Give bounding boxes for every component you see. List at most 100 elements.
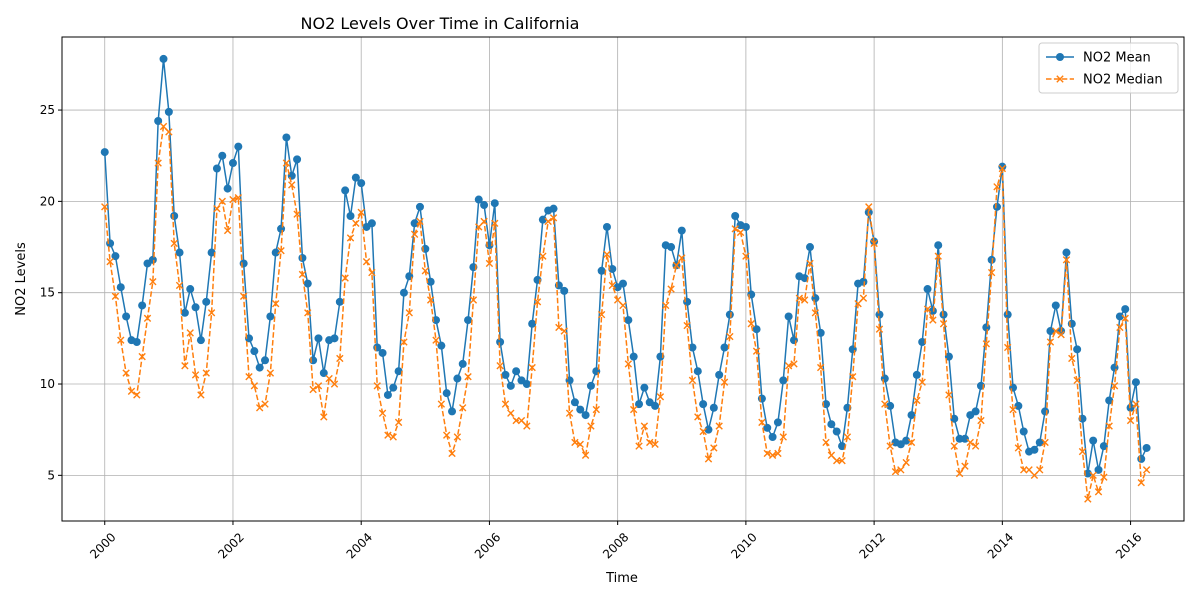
data-point: [806, 243, 814, 252]
data-point: [1067, 319, 1076, 328]
data-point: [212, 164, 221, 173]
data-point: [731, 211, 740, 220]
data-point: [533, 298, 542, 306]
data-point: [913, 396, 921, 405]
data-point: [811, 309, 820, 317]
data-point: [1003, 310, 1012, 319]
data-point: [993, 183, 1001, 191]
x-tick-label: 2012: [857, 530, 888, 561]
data-point: [111, 292, 120, 301]
data-point: [1041, 438, 1049, 447]
data-point: [1137, 454, 1146, 463]
data-point: [720, 378, 729, 386]
data-point: [715, 422, 723, 430]
data-point: [966, 438, 974, 447]
data-point: [175, 281, 184, 290]
data-point: [159, 54, 168, 63]
data-point: [234, 194, 243, 202]
data-point: [961, 462, 969, 470]
data-point: [293, 155, 302, 164]
data-point: [442, 431, 451, 439]
data-point: [731, 225, 739, 233]
data-point: [143, 314, 152, 322]
data-point: [352, 219, 360, 227]
data-point: [757, 394, 766, 403]
data-point: [576, 405, 585, 414]
data-point: [742, 252, 750, 260]
data-point: [1089, 436, 1098, 445]
data-point: [138, 301, 147, 310]
data-point: [496, 362, 504, 370]
data-point: [838, 442, 847, 451]
data-point: [971, 442, 980, 450]
legend-label: NO2 Mean: [1083, 51, 1151, 66]
data-point: [405, 309, 413, 317]
data-point: [779, 433, 787, 441]
data-point: [549, 214, 558, 222]
data-point: [998, 164, 1007, 173]
data-point: [629, 405, 638, 414]
data-point: [1094, 488, 1103, 496]
data-point: [725, 310, 734, 319]
data-point: [175, 248, 184, 257]
data-point: [586, 381, 595, 390]
data-point: [512, 416, 520, 425]
data-point: [314, 334, 323, 343]
data-point: [277, 246, 285, 255]
data-point: [496, 338, 505, 347]
data-point: [180, 308, 189, 317]
data-point: [207, 248, 216, 257]
data-point: [800, 274, 809, 283]
data-point: [277, 224, 286, 233]
data-point: [982, 323, 991, 332]
data-point: [662, 301, 670, 310]
data-point: [672, 261, 681, 269]
data-point: [907, 411, 916, 420]
data-point: [106, 257, 114, 266]
data-point: [490, 199, 499, 208]
data-point: [875, 325, 884, 333]
data-point: [202, 297, 211, 306]
data-point: [1105, 422, 1113, 430]
data-point: [726, 332, 734, 341]
data-point: [298, 253, 307, 262]
data-point: [1046, 327, 1055, 336]
data-point: [635, 442, 643, 450]
data-point: [437, 341, 446, 350]
data-point: [335, 297, 344, 306]
data-point: [453, 374, 462, 383]
data-point: [555, 323, 563, 332]
data-point: [859, 294, 868, 302]
data-point: [501, 400, 510, 408]
data-point: [635, 400, 644, 409]
data-point: [1009, 405, 1017, 414]
data-point: [560, 286, 569, 295]
chart-title: NO2 Levels Over Time in California: [301, 14, 580, 33]
data-point: [170, 239, 178, 248]
data-point: [870, 239, 878, 248]
y-tick-label: 15: [40, 286, 55, 300]
data-point: [747, 320, 755, 328]
series-median: [101, 122, 1151, 503]
data-point: [266, 369, 275, 377]
data-point: [255, 404, 264, 412]
data-point: [902, 458, 910, 467]
legend-label: NO2 Median: [1083, 73, 1163, 88]
data-point: [367, 219, 376, 228]
data-point: [1100, 473, 1108, 481]
data-point: [288, 181, 296, 189]
data-point: [448, 407, 457, 416]
data-point: [912, 370, 921, 379]
data-point: [239, 292, 248, 301]
data-point: [320, 413, 328, 421]
data-point: [1057, 331, 1065, 339]
data-point: [619, 279, 627, 288]
data-point: [998, 162, 1007, 171]
data-point: [667, 243, 676, 252]
data-point: [854, 299, 862, 308]
data-point: [683, 321, 691, 330]
data-point: [934, 241, 943, 250]
data-point: [827, 451, 836, 459]
data-point: [389, 433, 397, 441]
